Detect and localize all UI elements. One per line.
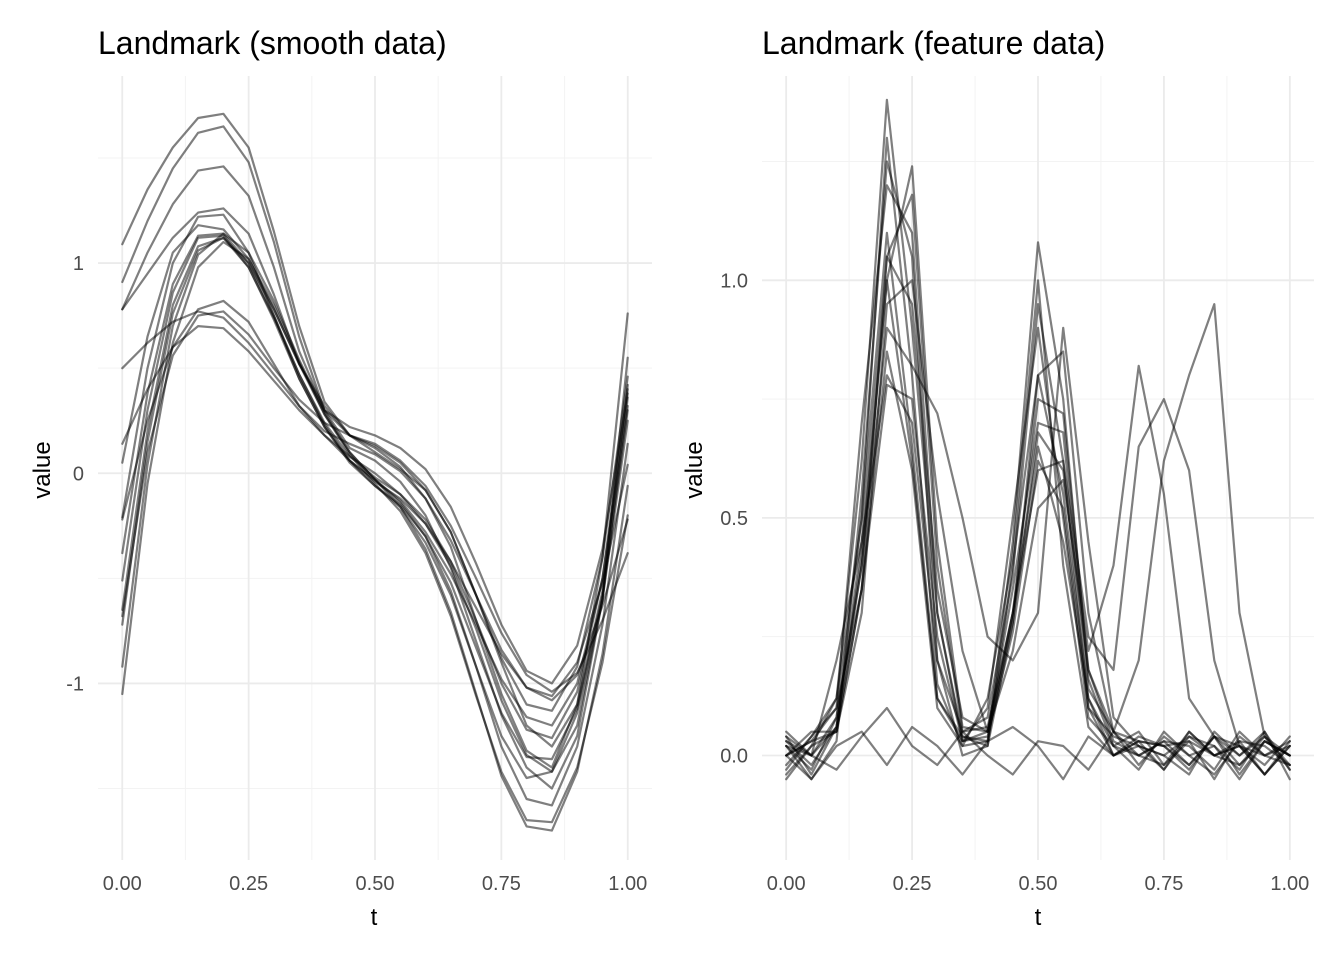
panel-title-smooth: Landmark (smooth data): [98, 25, 447, 61]
y-tick-label-smooth-0: -1: [66, 673, 84, 695]
x-tick-label-smooth-2: 0.50: [356, 873, 395, 895]
series-line-smooth-14: [121, 310, 629, 727]
series-line-smooth-8: [121, 236, 629, 780]
x-axis-title-feature: t: [1035, 904, 1042, 931]
x-tick-label-feature-0: 0.00: [767, 873, 806, 895]
series-line-smooth-11: [121, 240, 629, 824]
y-axis-title-feature: value: [681, 441, 708, 498]
x-tick-label-feature-2: 0.50: [1019, 873, 1058, 895]
y-tick-label-smooth-2: 1: [73, 253, 84, 275]
y-axis-title-smooth: value: [29, 441, 56, 498]
x-tick-label-smooth-3: 0.75: [482, 873, 521, 895]
series-line-feature-8: [785, 98, 1291, 771]
y-tick-label-smooth-1: 0: [73, 463, 84, 485]
series-line-feature-13: [785, 279, 1291, 767]
x-tick-label-smooth-0: 0.00: [103, 873, 142, 895]
series-line-smooth-2: [121, 165, 629, 712]
series-line-smooth-15: [121, 325, 629, 698]
x-axis-title-smooth: t: [371, 904, 378, 931]
series-line-smooth-5: [121, 213, 629, 773]
x-tick-label-feature-3: 0.75: [1144, 873, 1183, 895]
y-tick-labels-smooth: -1 0 1: [66, 253, 84, 695]
curves-smooth: [121, 112, 629, 832]
series-line-smooth-0: [121, 112, 629, 769]
panel-feature-data: Landmark (feature data) 0.00 0.25 0.50 0.75…: [681, 25, 1314, 931]
x-tick-label-feature-4: 1.00: [1270, 873, 1309, 895]
x-tick-label-smooth-1: 0.25: [229, 873, 268, 895]
panel-title-feature: Landmark (feature data): [762, 25, 1105, 61]
x-tick-labels-smooth: 0.00 0.25 0.50 0.75 1.00: [103, 873, 647, 895]
y-tick-label-feature-1: 0.5: [720, 508, 748, 530]
series-line-smooth-1: [121, 125, 629, 790]
x-tick-label-smooth-4: 1.00: [608, 873, 647, 895]
y-tick-label-feature-0: 0.0: [720, 745, 748, 767]
series-line-smooth-6: [121, 232, 629, 740]
panel-smooth-data: Landmark (smooth data) 0.00 0.25 0.50 0.75 1…: [29, 25, 652, 931]
curves-feature: [785, 98, 1291, 781]
series-line-feature-12: [785, 350, 1291, 776]
y-tick-label-feature-2: 1.0: [720, 270, 748, 292]
y-tick-labels-feature: 0.0 0.5 1.0: [720, 270, 748, 767]
series-line-feature-4: [785, 136, 1291, 781]
series-line-feature-11: [785, 231, 1291, 771]
series-line-smooth-3: [121, 207, 629, 685]
x-tick-labels-feature: 0.00 0.25 0.50 0.75 1.00: [767, 873, 1310, 895]
series-line-feature-15: [785, 706, 1291, 776]
x-tick-label-feature-1: 0.25: [893, 873, 932, 895]
series-line-smooth-4: [121, 224, 629, 748]
series-line-smooth-12: [121, 299, 629, 702]
